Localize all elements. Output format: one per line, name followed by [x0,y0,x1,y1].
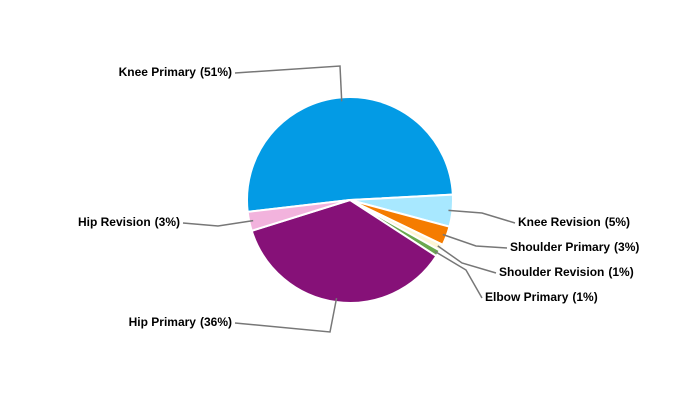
category-label: Knee Primary [119,65,197,79]
leader-line [234,297,338,333]
category-label: Knee Revision [518,215,601,229]
leader-line [182,219,254,227]
category-label: Hip Revision [78,215,151,229]
value-label: (1%) [608,265,633,279]
value-label: (1%) [572,290,597,304]
category-label: Shoulder Revision [499,265,604,279]
value-label: (3%) [614,240,639,254]
slice-label: Shoulder Revision (1%) [499,265,634,279]
category-label: Shoulder Primary [510,240,610,254]
pie-slice [246,95,454,213]
category-label: Hip Primary [129,315,197,329]
value-label: (3%) [155,215,180,229]
slice-label: Elbow Primary (1%) [485,290,598,304]
slice-label: Hip Revision (3%) [78,215,180,229]
leader-line [234,65,343,102]
leader-line [442,233,508,249]
leader-line [437,245,497,274]
value-label: (5%) [605,215,630,229]
leader-line [434,250,483,299]
value-label: (51%) [200,65,232,79]
slice-label: Knee Primary (51%) [119,65,232,79]
slice-label: Shoulder Primary (3%) [510,240,639,254]
slice-label: Knee Revision (5%) [518,215,630,229]
value-label: (36%) [200,315,232,329]
category-label: Elbow Primary [485,290,569,304]
slice-label: Hip Primary (36%) [129,315,232,329]
leader-line [448,209,516,224]
